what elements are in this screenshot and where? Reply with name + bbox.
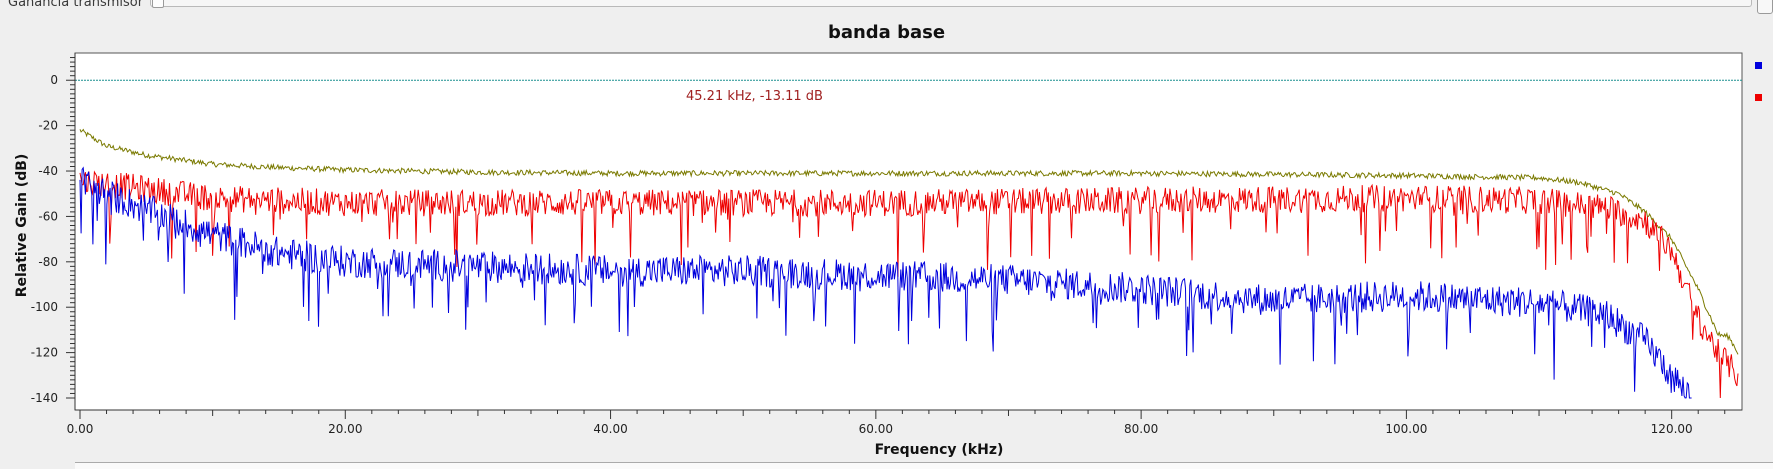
series-line-2 bbox=[79, 166, 1692, 399]
x-tick-label: 60.00 bbox=[859, 422, 893, 436]
y-tick-label: -40 bbox=[38, 164, 58, 178]
x-tick-label: 40.00 bbox=[593, 422, 627, 436]
y-tick-label: 0 bbox=[50, 73, 58, 87]
x-axis-label: Frequency (kHz) bbox=[875, 442, 1004, 458]
y-tick-label: -80 bbox=[38, 255, 58, 269]
x-tick-label: 80.00 bbox=[1124, 422, 1158, 436]
x-tick-label: 0.00 bbox=[67, 422, 94, 436]
series-layer bbox=[79, 128, 1739, 399]
y-tick-label: -100 bbox=[31, 300, 58, 314]
marker-readout: 45.21 kHz, -13.11 dB bbox=[686, 89, 823, 104]
gain-slider-track[interactable] bbox=[150, 0, 1752, 7]
x-tick-label: 120.00 bbox=[1651, 422, 1693, 436]
legend-swatch[interactable] bbox=[1755, 94, 1762, 101]
gain-slider-handle[interactable] bbox=[152, 0, 164, 8]
top-control-strip: Ganancia transmisor bbox=[0, 0, 1773, 14]
y-tick-label: -140 bbox=[31, 391, 58, 405]
series-line-0 bbox=[79, 128, 1739, 355]
legend-swatch[interactable] bbox=[1755, 62, 1762, 69]
chart-title: banda base bbox=[827, 22, 946, 43]
y-axis-label: Relative Gain (dB) bbox=[14, 154, 30, 298]
y-axis: 0 -20 -40 -60 -80 -100 -120 -140 bbox=[31, 53, 76, 410]
x-axis: 0.00 20.00 40.00 60.00 80.00 100.00 120.00 bbox=[67, 409, 1742, 436]
plot-canvas[interactable] bbox=[74, 52, 1743, 411]
y-tick-label: -120 bbox=[31, 346, 58, 360]
series-line-1 bbox=[79, 170, 1739, 399]
y-tick-label: -20 bbox=[38, 119, 58, 133]
gain-slider-label: Ganancia transmisor bbox=[8, 0, 144, 10]
x-tick-label: 100.00 bbox=[1385, 422, 1427, 436]
bottom-panel-edge bbox=[75, 462, 1773, 469]
x-tick-label: 20.00 bbox=[328, 422, 362, 436]
y-tick-label: -60 bbox=[38, 209, 58, 223]
